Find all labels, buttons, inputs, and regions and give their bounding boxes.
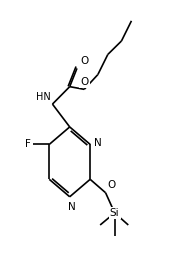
Text: N: N (68, 202, 76, 212)
Text: Si: Si (110, 208, 119, 218)
Text: F: F (25, 139, 31, 149)
Text: O: O (81, 77, 89, 87)
Text: HN: HN (36, 92, 51, 102)
Text: O: O (107, 180, 115, 190)
Text: O: O (80, 56, 89, 66)
Text: N: N (94, 138, 102, 148)
